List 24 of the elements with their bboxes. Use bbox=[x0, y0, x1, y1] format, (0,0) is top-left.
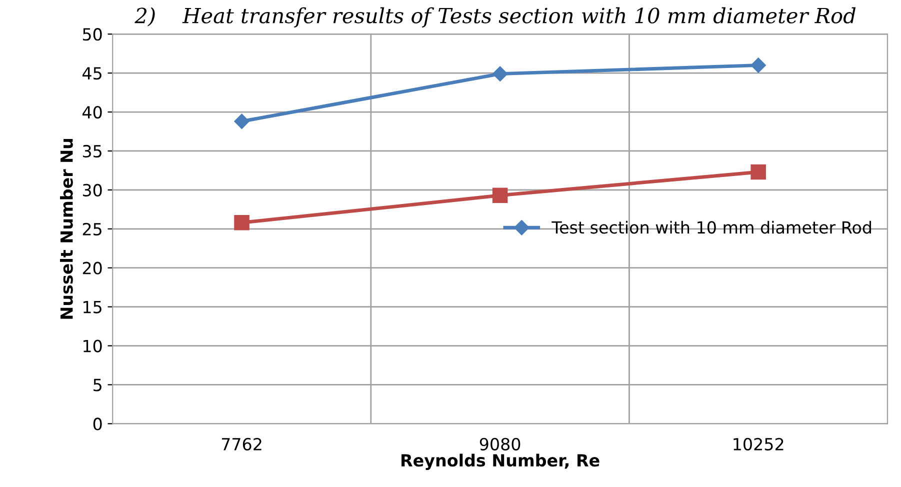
y-tick-label: 45 bbox=[82, 67, 102, 80]
y-tick-label: 0 bbox=[93, 418, 102, 430]
x-tick-label: 10252 bbox=[734, 438, 784, 450]
point bbox=[234, 215, 250, 230]
y-tick-label: 40 bbox=[82, 106, 102, 119]
x-tick-label: 9080 bbox=[480, 438, 520, 450]
y-tick-label: 15 bbox=[84, 300, 102, 314]
y-tick-label: 30 bbox=[82, 184, 102, 196]
chart-title: 2) Heat transfer results of Tests section with 10 mm diameter Rod bbox=[134, 7, 856, 28]
point bbox=[750, 164, 766, 180]
y-tick-label: 10 bbox=[84, 340, 102, 352]
x-tick-label: 7762 bbox=[222, 438, 262, 450]
point bbox=[750, 58, 766, 73]
y-tick-label: 25 bbox=[82, 222, 102, 236]
point bbox=[492, 188, 508, 204]
y-tick-label: 35 bbox=[82, 144, 102, 158]
y-axis-title: Nusselt Number Nu bbox=[60, 138, 73, 319]
y-tick-label: 50 bbox=[82, 28, 102, 41]
y-tick-label: 20 bbox=[82, 262, 102, 274]
y-tick-label: 5 bbox=[94, 378, 102, 392]
x-axis-title: Reynolds Number, Re bbox=[402, 454, 600, 470]
point bbox=[234, 114, 250, 129]
point bbox=[492, 66, 508, 82]
legend-label: Test section with 10 mm diameter Rod bbox=[552, 220, 871, 234]
